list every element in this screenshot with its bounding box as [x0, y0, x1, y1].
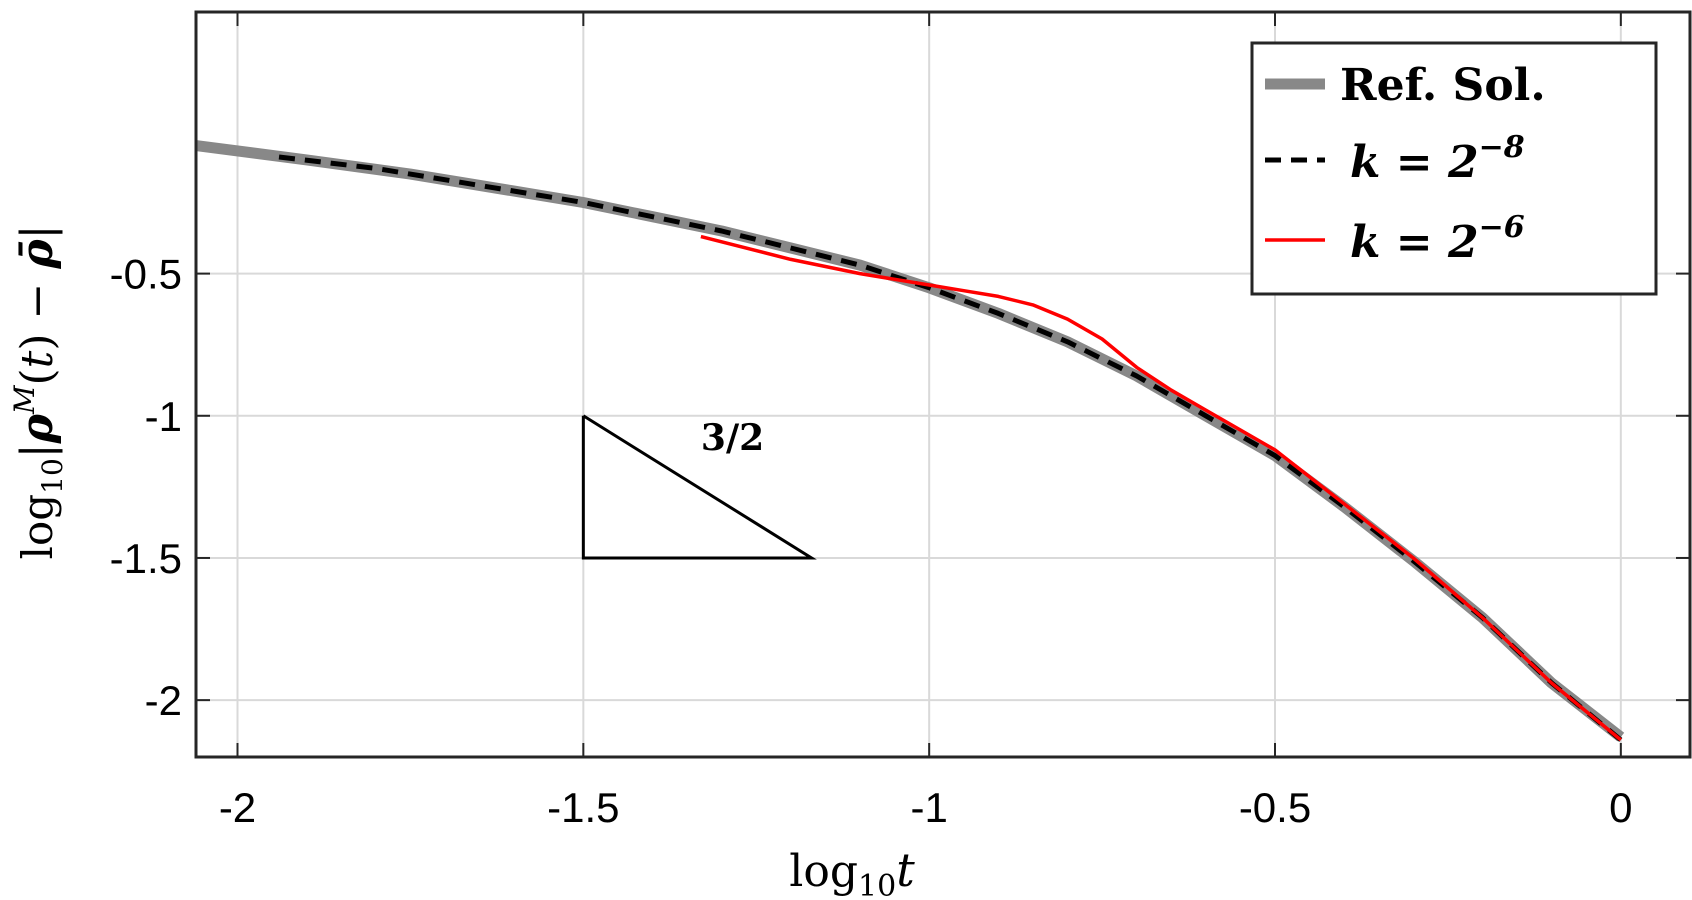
tick-marks [196, 12, 1690, 757]
tick-labels: -2 -1.5 -1 -0.5 0 -0.5 -1 -1.5 -2 [110, 251, 1633, 831]
y-tick-label: -0.5 [110, 251, 182, 298]
x-axis-label: log10t [789, 843, 915, 900]
series-line-2 [700, 234, 1622, 742]
legend-label-ref-sol: Ref. Sol. [1340, 60, 1546, 111]
x-tick-label: -0.5 [1239, 784, 1311, 831]
x-tick-label: -2 [219, 784, 256, 831]
x-tick-label: 0 [1609, 784, 1632, 831]
legend-label-k-2-8: k = 2−8 [1350, 130, 1525, 188]
series-line-1 [278, 154, 1623, 742]
legend: Ref. Sol. k = 2−8 k = 2−6 [1250, 41, 1658, 296]
axes-box [194, 10, 1692, 759]
slope-triangle-annotation: 3/2 [581, 414, 817, 560]
x-tick-label: -1.5 [547, 784, 619, 831]
y-tick-label: -1.5 [110, 535, 182, 582]
svg-text:log10|ρM(t) − ρ̄|: log10|ρM(t) − ρ̄| [8, 225, 69, 560]
svg-text:log10t: log10t [789, 843, 915, 900]
slope-triangle [581, 414, 817, 560]
slope-label: 3/2 [701, 417, 764, 459]
y-tick-label: -2 [145, 677, 182, 724]
legend-label-k-2-6: k = 2−6 [1350, 210, 1525, 268]
x-tick-label: -1 [910, 784, 947, 831]
grid-lines [196, 12, 1690, 757]
plot-lines [195, 140, 1625, 742]
y-axis-label: log10|ρM(t) − ρ̄| [8, 225, 69, 560]
y-tick-label: -1 [145, 393, 182, 440]
